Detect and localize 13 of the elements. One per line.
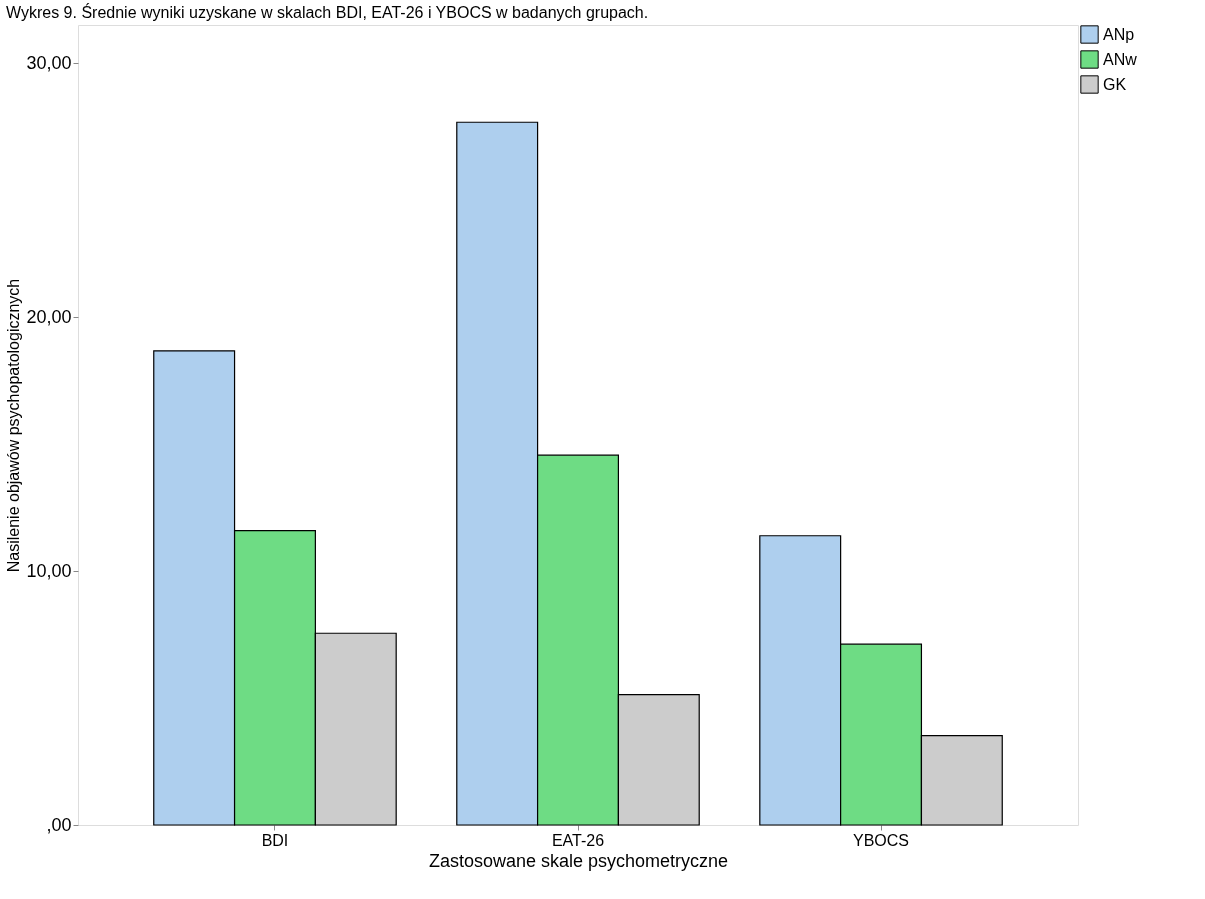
y-tick-label: 10,00 [26,560,72,581]
chart-title: Wykres 9. Średnie wyniki uzyskane w skalach BDI, EAT-26 i YBOCS w badanych grupach. [5,3,649,21]
x-tick-label: YBOCS [853,831,910,849]
x-axis-title: Zastosowane skale psychometryczne [428,850,729,871]
y-tick-label: 30,00 [26,52,72,73]
y-tick-label: ,00 [46,814,72,835]
x-tick-label: EAT-26 [551,831,605,849]
legend-label: ANp [1103,25,1135,43]
legend-label: GK [1103,75,1127,93]
legend-label: ANw [1103,50,1138,68]
y-tick-label: 20,00 [26,306,72,327]
y-axis-title: Nasilenie objawów psychopatologicznych [5,278,23,573]
x-tick-label: BDI [261,831,289,849]
